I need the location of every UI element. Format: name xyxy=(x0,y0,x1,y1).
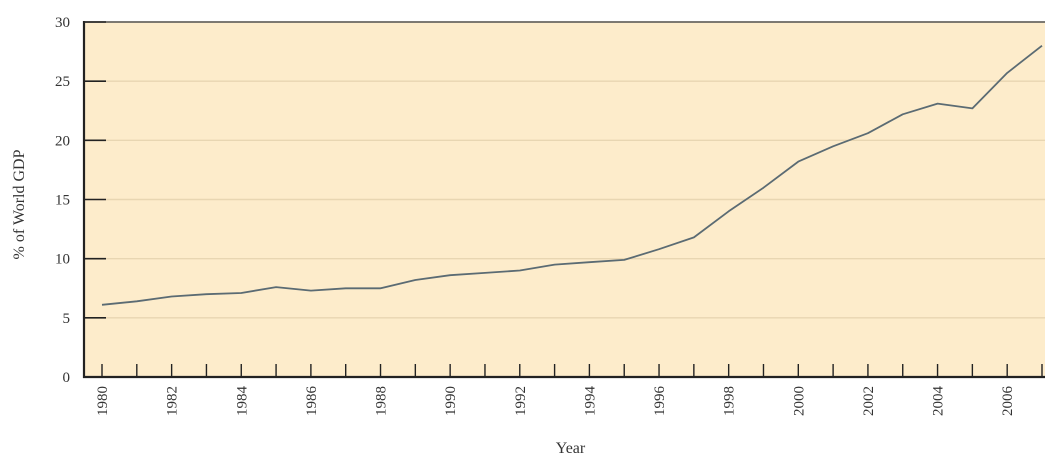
x-tick-label: 1996 xyxy=(652,386,668,417)
x-tick-label: 2002 xyxy=(861,386,877,416)
x-axis-title: Year xyxy=(556,440,586,457)
x-tick-label: 1982 xyxy=(165,386,181,416)
y-tick-label: 30 xyxy=(55,15,70,31)
x-tick-label: 1986 xyxy=(304,386,320,417)
y-tick-label: 15 xyxy=(55,193,70,209)
series-line xyxy=(101,44,1043,306)
x-tick-label: 1990 xyxy=(443,386,459,416)
x-tick-label: 1994 xyxy=(582,386,598,417)
series-layer xyxy=(101,44,1043,306)
x-tick-label: 1984 xyxy=(234,386,250,417)
y-axis-title: % of World GDP xyxy=(11,149,28,259)
y-tick-label: 25 xyxy=(55,74,70,90)
x-tick-label: 2006 xyxy=(1000,386,1016,417)
y-tick-label: 5 xyxy=(63,311,71,327)
x-tick-label: 1998 xyxy=(722,386,738,416)
x-tick-label: 1992 xyxy=(513,386,529,416)
x-tick-label: 1988 xyxy=(374,386,390,416)
x-tick-label: 2004 xyxy=(931,386,947,417)
y-tick-label: 0 xyxy=(63,370,71,386)
ticks: 0 5 10 15 20 25 30 1980 1982 1984 1986 1988 1990 1992… xyxy=(55,15,1043,417)
y-tick-label: 20 xyxy=(55,133,70,149)
y-tick-label: 10 xyxy=(55,252,70,268)
x-tick-label: 2000 xyxy=(791,386,807,416)
x-tick-label: 1980 xyxy=(95,386,111,416)
